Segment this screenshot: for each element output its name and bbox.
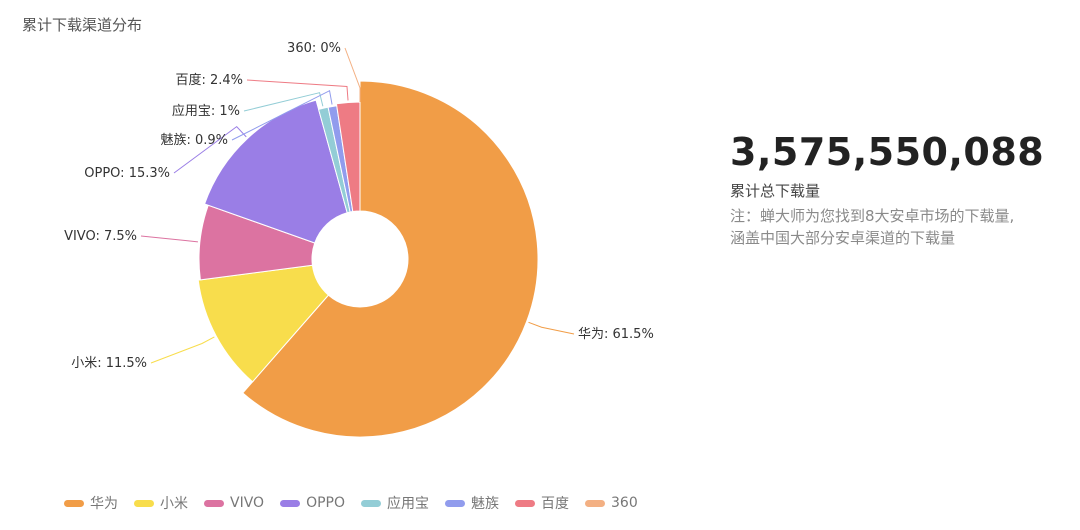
legend-item-OPPO[interactable]: OPPO: [280, 495, 345, 511]
pie-slice-华为[interactable]: [242, 80, 539, 438]
leader-line-VIVO: [140, 235, 198, 243]
stat-block: 3,575,550,088 累计总下载量 注：蝉大师为您找到8大安卓市场的下载量…: [730, 130, 1060, 249]
page-title: 累计下载渠道分布: [22, 16, 143, 34]
leader-line-华为: [528, 321, 575, 335]
leader-line-OPPO: [173, 125, 247, 174]
total-downloads-label: 累计总下载量: [730, 182, 821, 200]
stat-note: 注：蝉大师为您找到8大安卓市场的下载量, 涵盖中国大部分安卓渠道的下载量: [730, 205, 1060, 249]
pie-chart: 华为: 61.5% 小米: 11.5% VIVO: 7.5% OPPO: 15.3% 应…: [64, 41, 654, 438]
legend-item-VIVO[interactable]: VIVO: [204, 495, 264, 511]
leader-line-小米: [150, 336, 215, 364]
leader-line-魅族: [231, 89, 333, 141]
legend-swatch: [134, 499, 154, 507]
total-downloads-value: 3,575,550,088: [730, 130, 1045, 174]
legend-item-360[interactable]: 360: [585, 495, 638, 511]
legend-label: 华为: [90, 496, 118, 512]
leader-line-百度: [246, 79, 349, 101]
data-label-华为: 华为: 61.5%: [578, 327, 654, 342]
data-label-魅族: 魅族: 0.9%: [160, 132, 228, 148]
legend-item-小米[interactable]: 小米: [134, 493, 188, 513]
stat-note-line-1: 注：蝉大师为您找到8大安卓市场的下载量,: [730, 207, 1015, 225]
legend-swatch: [64, 499, 84, 507]
legend-swatch: [585, 499, 605, 507]
leader-line-360: [344, 47, 361, 102]
data-label-VIVO: VIVO: 7.5%: [64, 229, 137, 244]
legend-swatch: [280, 499, 301, 507]
legend-swatch: [515, 499, 535, 507]
data-label-应用宝: 应用宝: 1%: [172, 103, 240, 119]
data-label-360: 360: 0%: [287, 41, 341, 56]
legend-swatch: [445, 499, 465, 507]
data-label-百度: 百度: 2.4%: [175, 72, 243, 88]
legend-item-百度[interactable]: 百度: [515, 493, 569, 513]
legend-label: 魅族: [471, 496, 499, 512]
legend-swatch: [361, 499, 381, 507]
legend-label: 小米: [160, 496, 188, 512]
legend-swatch: [204, 499, 224, 507]
legend-label: 百度: [541, 496, 569, 512]
chart-legend: 华为 小米 VIVO OPPO 应用宝 魅族 百度 360: [64, 493, 654, 513]
legend-label: 360: [611, 495, 638, 511]
legend-label: 应用宝: [387, 496, 429, 512]
data-label-小米: 小米: 11.5%: [71, 356, 147, 371]
leader-line-应用宝: [243, 92, 324, 112]
pie-slice-小米[interactable]: [197, 264, 330, 383]
data-label-OPPO: OPPO: 15.3%: [84, 166, 170, 181]
pie-slice-OPPO[interactable]: [203, 99, 348, 244]
pie-slice-VIVO[interactable]: [198, 204, 316, 281]
legend-item-魅族[interactable]: 魅族: [445, 493, 499, 513]
legend-item-华为[interactable]: 华为: [64, 493, 118, 513]
stat-note-line-2: 涵盖中国大部分安卓渠道的下载量: [730, 229, 956, 247]
legend-item-应用宝[interactable]: 应用宝: [361, 493, 429, 513]
legend-label: OPPO: [306, 495, 345, 511]
legend-label: VIVO: [230, 495, 265, 511]
